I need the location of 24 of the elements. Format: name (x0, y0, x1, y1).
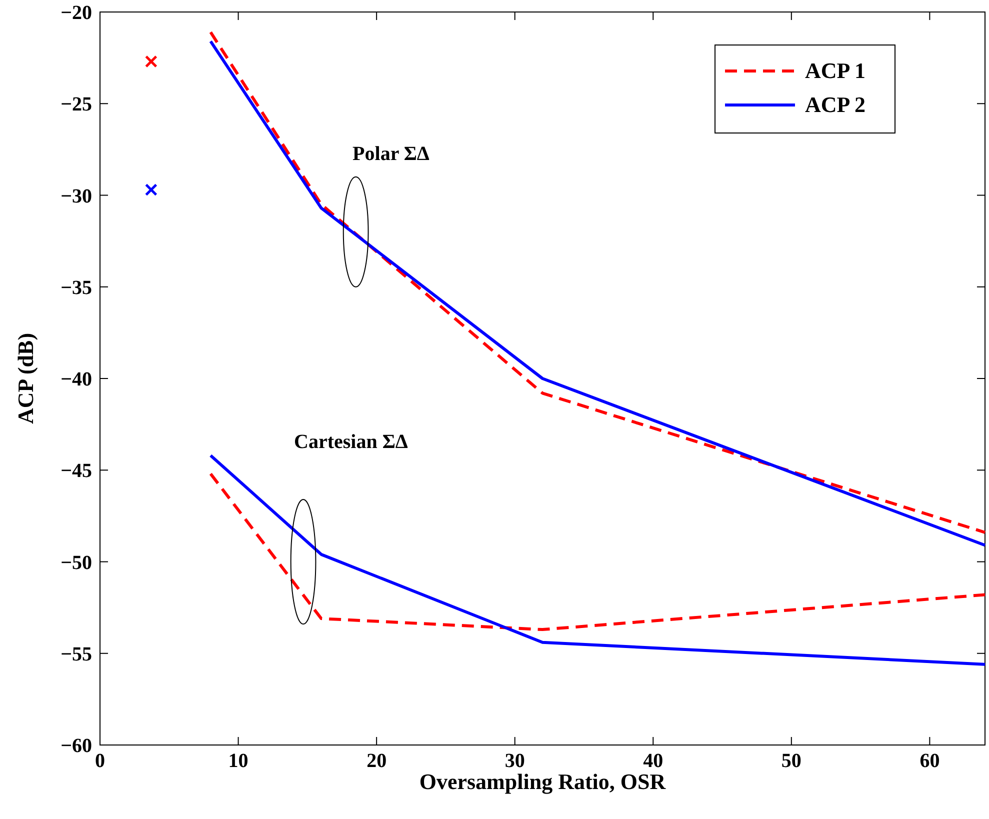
y-tick-label: −20 (60, 2, 92, 24)
y-tick-label: −30 (60, 185, 92, 208)
x-axis-title: Oversampling Ratio, OSR (419, 769, 667, 794)
y-tick-label: −35 (60, 276, 92, 299)
y-tick-label: −50 (60, 552, 92, 574)
annotation: Polar ΣΔ (352, 143, 430, 165)
y-tick-label: −40 (60, 368, 92, 390)
y-axis-title: ACP (dB) (13, 332, 38, 424)
x-tick-label: 10 (228, 750, 248, 772)
x-tick-label: 30 (504, 750, 525, 772)
legend-label: ACP 1 (805, 58, 866, 83)
y-tick-label: −55 (60, 643, 92, 666)
y-tick-label: −25 (60, 94, 92, 116)
x-tick-label: 60 (920, 750, 940, 772)
y-tick-label: −45 (60, 460, 92, 482)
line-series (209, 472, 986, 632)
legend-label: ACP 2 (805, 92, 866, 117)
y-tick-label: −60 (60, 735, 92, 757)
x-tick-label: 40 (643, 750, 664, 772)
x-tick-label: 0 (95, 750, 105, 772)
annotation: Cartesian ΣΔ (294, 431, 408, 453)
x-tick-label: 50 (781, 750, 802, 772)
line-series (209, 454, 986, 666)
x-tick-label: 20 (366, 750, 387, 772)
